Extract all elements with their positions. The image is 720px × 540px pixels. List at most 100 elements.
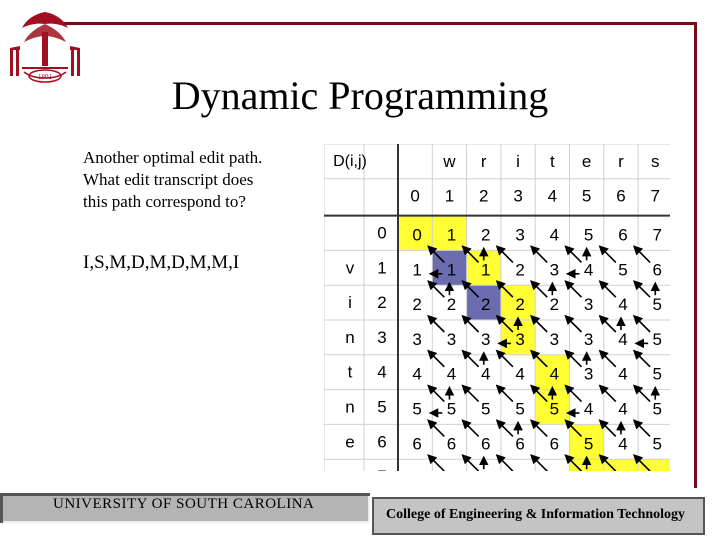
column-index: 0 [410, 187, 419, 206]
traceback-arrow [598, 384, 617, 403]
traceback-arrow [461, 454, 480, 472]
table-cell-value: 0 [412, 226, 421, 245]
traceback-arrow [632, 314, 651, 333]
table-cell-value: 4 [550, 365, 559, 384]
traceback-arrow [598, 419, 617, 437]
row-letter: n [345, 328, 354, 347]
table-cell-value: 6 [584, 469, 593, 471]
traceback-arrow [461, 384, 480, 403]
table-cell-value: 4 [618, 400, 627, 419]
traceback-arrow [427, 349, 445, 368]
footer-right-bar [372, 497, 705, 535]
traceback-arrow [495, 314, 514, 333]
traceback-arrow [427, 454, 445, 472]
column-letter: r [481, 152, 487, 171]
table-cell-value: 2 [412, 295, 421, 314]
table-cell-value: 4 [481, 365, 490, 384]
table-cell-value: 7 [447, 469, 456, 471]
question-text: Another optimal edit path. What edit tra… [83, 147, 323, 213]
table-cell-value: 3 [447, 330, 456, 349]
table-cell-value: 6 [412, 434, 421, 453]
university-logo: 1801 [4, 6, 86, 90]
row-index: 2 [377, 293, 386, 312]
table-corner-label: D(i,j) [333, 153, 367, 170]
table-cell-value: 5 [653, 365, 662, 384]
table-cell-value: 3 [515, 330, 524, 349]
table-cell-value: 7 [550, 469, 559, 471]
dp-table: D(i,j)writers01234567vintner012345670123… [323, 143, 673, 495]
column-index: 3 [513, 187, 522, 206]
traceback-arrow [495, 280, 514, 298]
table-cell-value: 2 [550, 295, 559, 314]
answer-text: I,S,M,D,M,D,M,M,I [83, 252, 240, 273]
table-cell-value: 5 [653, 434, 662, 453]
table-cell-value: 3 [584, 330, 593, 349]
column-index: 2 [479, 187, 488, 206]
traceback-arrow [461, 280, 480, 298]
row-index: 4 [377, 363, 386, 382]
table-cell-value: 6 [653, 260, 662, 279]
table-cell-value: 1 [447, 260, 456, 279]
row-index: 0 [377, 224, 386, 243]
question-line: this path correspond to? [83, 192, 246, 211]
traceback-arrow [564, 384, 583, 403]
traceback-arrow [530, 384, 548, 403]
row-index: 3 [377, 328, 386, 347]
footer-university: UNIVERSITY OF SOUTH CAROLINA [53, 496, 315, 512]
table-cell-value: 6 [515, 434, 524, 453]
traceback-arrow [632, 245, 651, 263]
table-cell-value: 5 [515, 400, 524, 419]
slide-title: Dynamic Programming [171, 73, 549, 118]
traceback-arrow [530, 454, 548, 472]
traceback-arrow [598, 349, 617, 368]
traceback-arrow [530, 245, 548, 263]
table-cell-value: 6 [447, 434, 456, 453]
row-index: 6 [377, 432, 386, 451]
traceback-arrow [564, 314, 583, 333]
table-cell-value: 6 [515, 469, 524, 471]
traceback-arrow [530, 280, 548, 298]
traceback-arrow [461, 314, 480, 333]
traceback-arrow [495, 419, 514, 437]
table-cell-value: 5 [550, 400, 559, 419]
column-letter: t [550, 152, 555, 171]
column-index: 1 [445, 187, 454, 206]
table-cell-value: 4 [584, 260, 593, 279]
table-cell-value: 7 [481, 469, 490, 471]
row-letter: v [346, 258, 355, 277]
column-letter: e [582, 152, 591, 171]
table-cell-value: 4 [550, 226, 559, 245]
traceback-arrow [461, 245, 480, 263]
footer-left-bar [0, 493, 370, 523]
column-index: 6 [616, 187, 625, 206]
table-cell-value: 3 [515, 226, 524, 245]
table-cell-value: 4 [618, 434, 627, 453]
column-index: 5 [582, 187, 591, 206]
traceback-arrow [598, 280, 617, 298]
table-cell-value: 4 [412, 365, 421, 384]
table-cell-value: 4 [618, 295, 627, 314]
table-cell-value: 3 [481, 330, 490, 349]
table-cell-value: 2 [515, 295, 524, 314]
row-letter: n [345, 398, 354, 417]
table-cell-value: 5 [653, 330, 662, 349]
question-line: What edit transcript does [83, 170, 254, 189]
traceback-arrow [427, 245, 445, 263]
traceback-arrow [598, 314, 617, 333]
table-cell-value: 4 [618, 330, 627, 349]
traceback-arrow [461, 419, 480, 437]
column-index: 4 [548, 187, 557, 206]
traceback-arrow [564, 349, 583, 368]
table-cell-value: 2 [515, 260, 524, 279]
table-cell-value: 6 [618, 226, 627, 245]
table-cell-value: 6 [481, 434, 490, 453]
traceback-arrow [632, 454, 651, 472]
table-cell-value: 3 [584, 365, 593, 384]
path-cell-highlight [398, 215, 433, 251]
dp-table-svg: D(i,j)writers01234567vintner012345670123… [323, 143, 673, 495]
column-letter: w [442, 152, 456, 171]
column-letter: i [516, 152, 520, 171]
traceback-arrow [530, 349, 548, 368]
table-cell-value: 3 [550, 330, 559, 349]
traceback-arrow [564, 454, 583, 472]
